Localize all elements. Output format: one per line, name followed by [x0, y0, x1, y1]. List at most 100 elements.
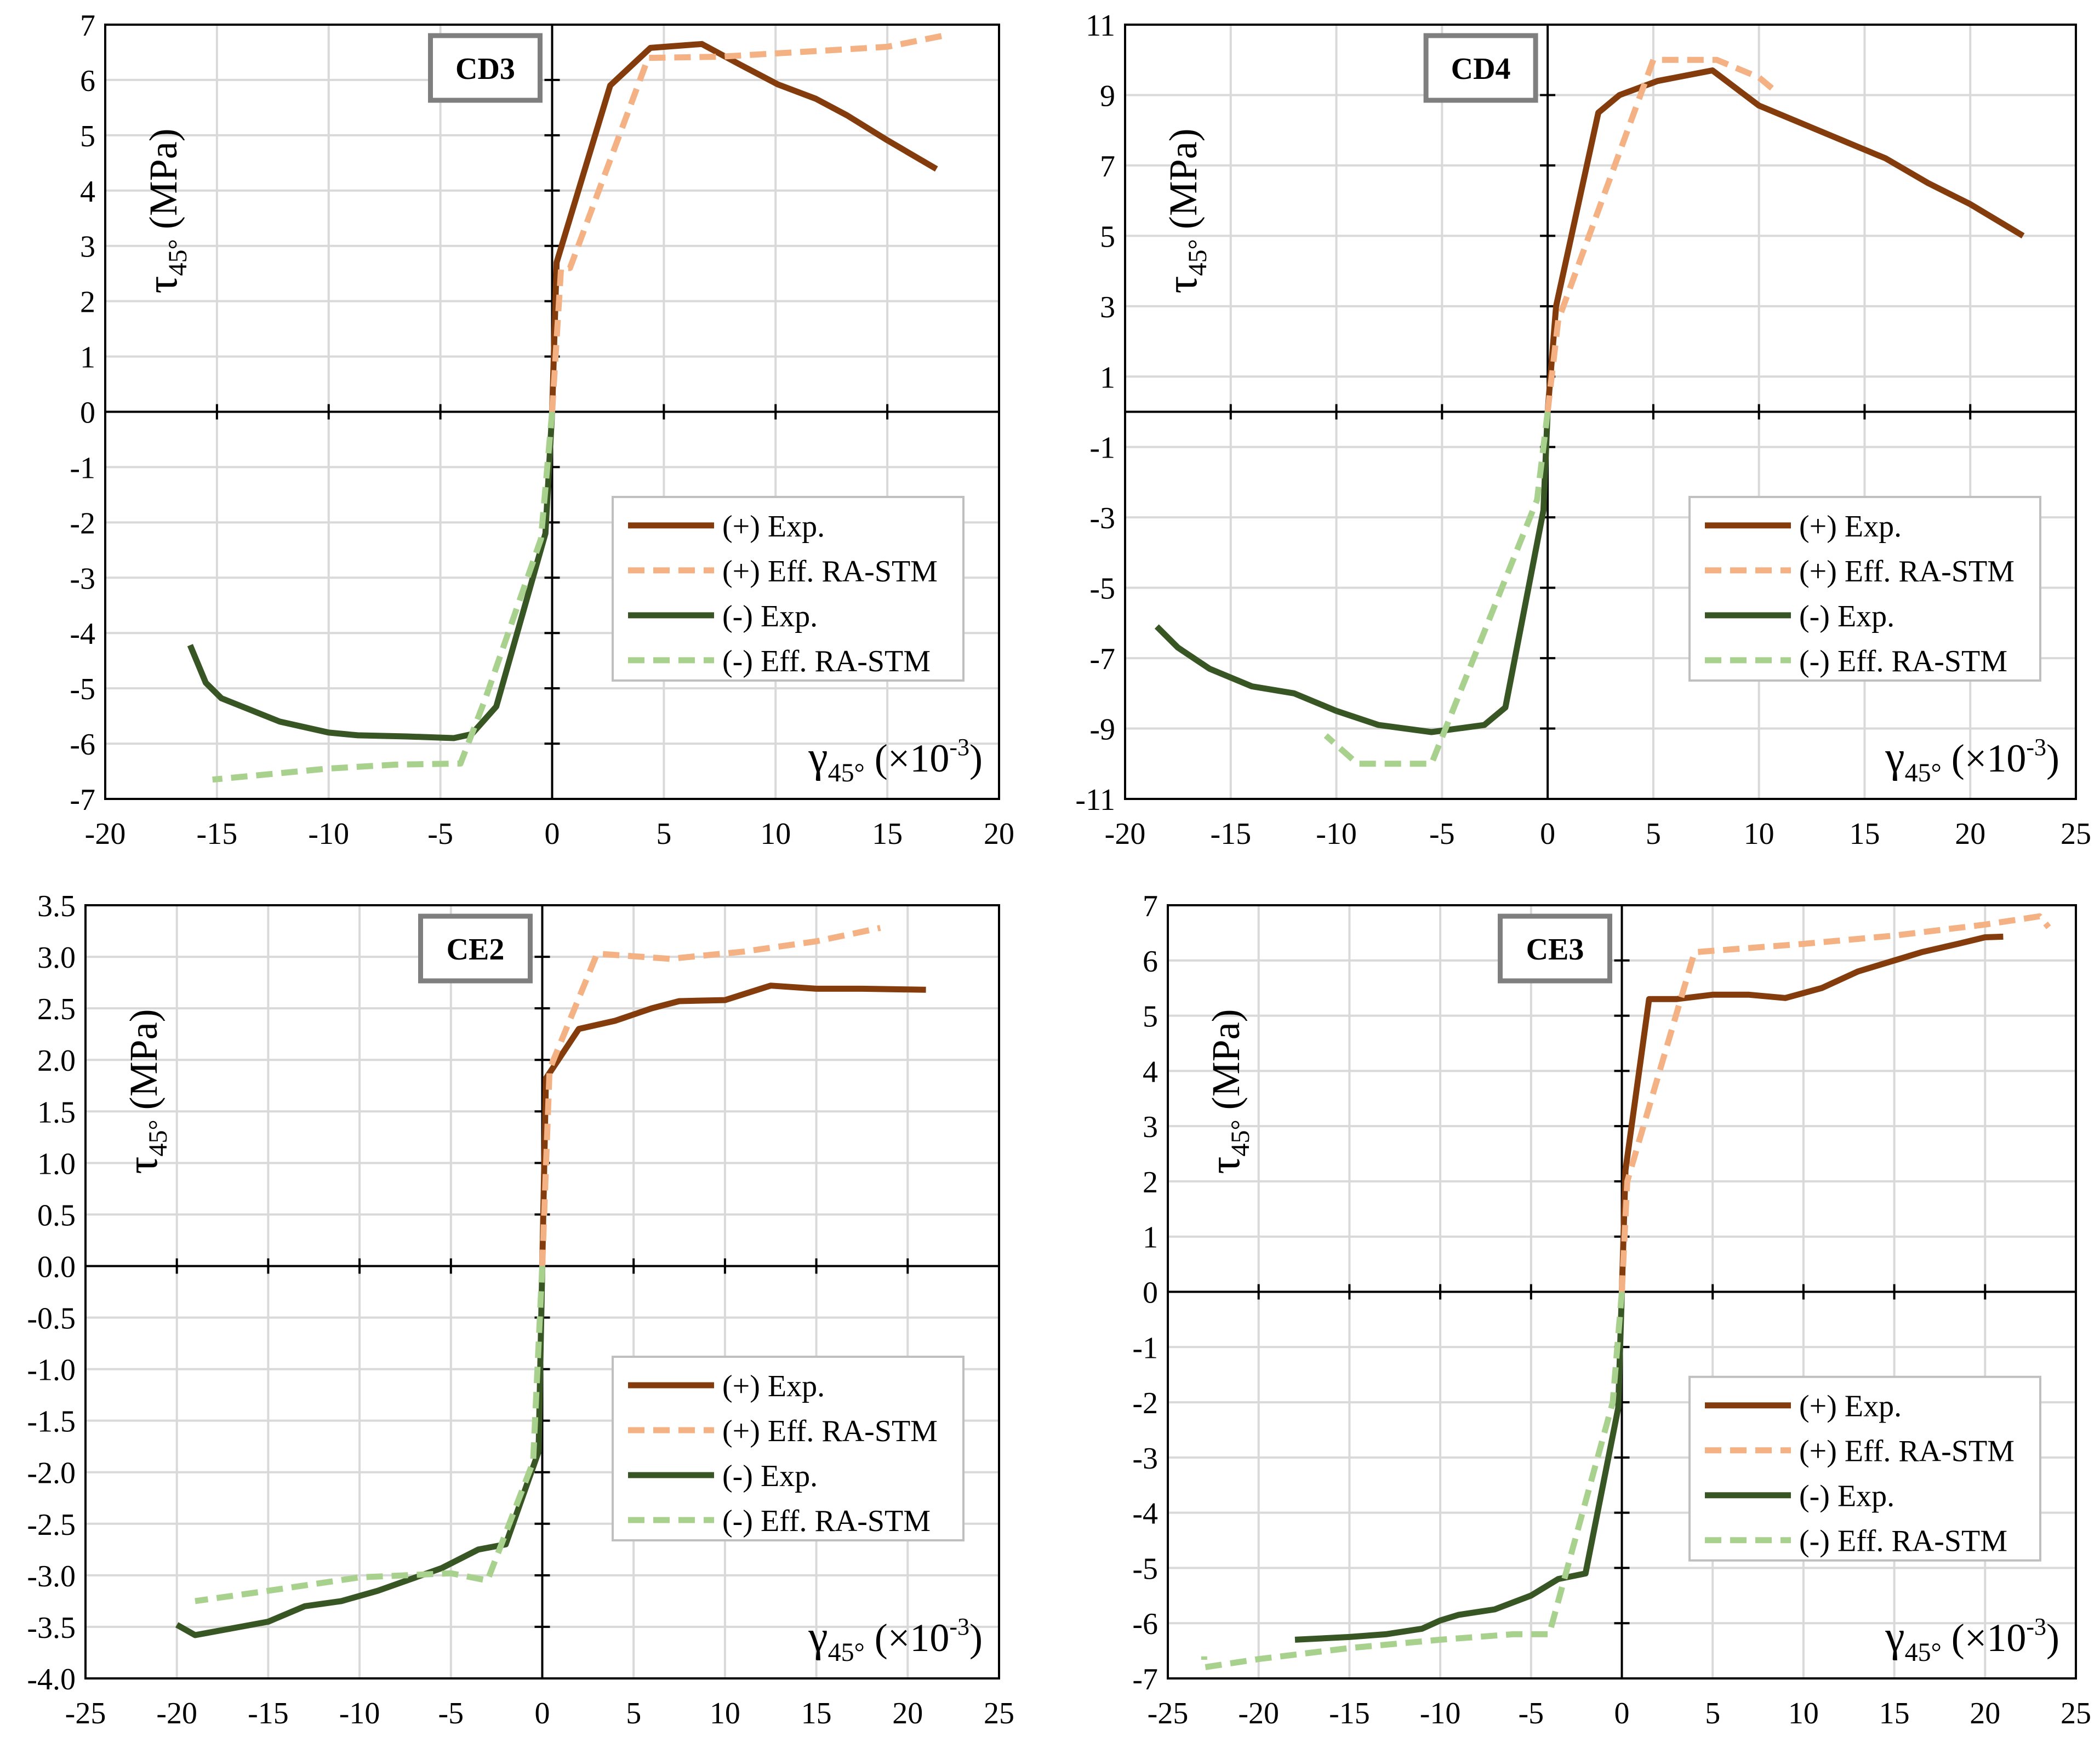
legend-label: (+) Eff. RA-STM: [722, 555, 938, 589]
y-tick-label: 1.0: [37, 1147, 76, 1181]
chart-title: CD4: [1451, 52, 1511, 86]
y-tick-label: 6: [80, 64, 95, 98]
x-tick-label: -20: [156, 1696, 197, 1730]
y-tick-label: 1: [1100, 361, 1115, 395]
y-tick-label: -4.0: [27, 1663, 76, 1696]
x-tick-label: -5: [438, 1696, 464, 1730]
y-tick-label: 4: [1143, 1055, 1158, 1089]
y-tick-label: 5: [1100, 220, 1115, 254]
legend-label: (-) Eff. RA-STM: [1799, 1524, 2007, 1558]
x-tick-label: 15: [872, 817, 903, 851]
legend-label: (+) Eff. RA-STM: [1799, 1435, 2015, 1469]
y-tick-label: -0.5: [27, 1302, 76, 1336]
series-line-neg-exp: [175, 1266, 545, 1638]
chart-panel-ce2: -25 -20 -15 -10 -5 0 5 10 15 20 25 -4.0 -3.5 -3.0 -2.5…: [27, 889, 1014, 1730]
x-tick-label: -10: [308, 817, 349, 851]
y-tick-label: -7: [70, 783, 95, 817]
specimen-name-box: [428, 33, 543, 103]
y-tick-label: 2: [80, 285, 95, 319]
x-tick-label: -10: [1420, 1696, 1461, 1730]
y-tick-label: 3: [1143, 1110, 1158, 1144]
y-tick-label: -3: [1089, 501, 1115, 535]
y-tick-label: 1: [1143, 1221, 1158, 1255]
legend: (+) Exp. (+) Eff. RA-STM (-) Exp. (-) Eff. …: [1688, 495, 2041, 682]
y-tick-label: -1: [1132, 1331, 1158, 1365]
series-line-pos-exp: [1619, 933, 2004, 1292]
y-tick-label: -2.5: [27, 1508, 76, 1542]
y-tick-label: -5: [1089, 572, 1115, 606]
y-tick-label: 2: [1143, 1166, 1158, 1199]
y-tick-label: 11: [1086, 9, 1115, 43]
y-tick-label: -6: [1132, 1607, 1158, 1641]
x-tick-label: -25: [1148, 1696, 1189, 1730]
x-axis-label: γ45° (×10-3): [808, 1613, 983, 1667]
x-tick-label: 20: [1970, 1696, 2000, 1730]
y-tick-label: -3.0: [27, 1560, 76, 1593]
x-tick-label: 10: [710, 1696, 740, 1730]
y-tick-label: -1: [1089, 431, 1115, 465]
x-tick-label: 15: [1879, 1696, 1910, 1730]
x-tick-label: -25: [65, 1696, 106, 1730]
specimen-name-box: [1423, 33, 1538, 103]
legend: (+) Exp. (+) Eff. RA-STM (-) Exp. (-) Eff. …: [1688, 1375, 2041, 1562]
y-tick-label: -1.0: [27, 1353, 76, 1387]
chart-panel-ce3: -25 -20 -15 -10 -5 0 5 10 15 20 25-7-6-5-4-3-2-101…: [1132, 889, 2091, 1730]
x-tick-label: 0: [535, 1696, 550, 1730]
x-tick-label: 5: [1646, 817, 1661, 851]
series-line-pos-exp: [539, 982, 926, 1266]
y-tick-label: 4: [80, 175, 95, 209]
x-tick-label: 10: [1788, 1696, 1819, 1730]
y-tick-label: -3.5: [27, 1611, 76, 1645]
y-tick-label: -5: [1132, 1552, 1158, 1586]
y-tick-label: 9: [1100, 79, 1115, 113]
x-axis-label: γ45° (×10-3): [1885, 733, 2059, 787]
legend-label: (+) Exp.: [1799, 510, 1902, 544]
series-line-neg-eff: [1323, 411, 1551, 767]
y-tick-label: 2.5: [37, 992, 76, 1026]
y-tick-label: 0: [1143, 1276, 1158, 1310]
y-axis-label: τ45° (MPa): [138, 128, 192, 293]
chart-title: CE2: [447, 933, 505, 967]
y-tick-label: 1.5: [37, 1095, 76, 1129]
x-tick-label: -5: [1429, 817, 1455, 851]
legend-label: (-) Eff. RA-STM: [722, 644, 931, 678]
y-tick-label: -4: [1132, 1497, 1158, 1531]
x-tick-label: 5: [656, 817, 671, 851]
series-line-neg-eff: [195, 1266, 545, 1604]
y-tick-label: 3.5: [37, 889, 76, 923]
series-line-neg-exp: [1294, 1292, 1625, 1643]
x-tick-label: 10: [760, 817, 791, 851]
y-axis-label: τ45° (MPa): [118, 1009, 173, 1174]
x-tick-label: -5: [1518, 1696, 1544, 1730]
x-axis-label: γ45° (×10-3): [808, 733, 983, 787]
legend-label: (-) Exp.: [722, 599, 818, 633]
y-tick-label: 3: [80, 230, 95, 264]
y-tick-label: 7: [1100, 150, 1115, 184]
y-tick-label: 7: [1143, 889, 1158, 923]
y-tick-label: 3.0: [37, 941, 76, 975]
y-tick-label: -1: [70, 451, 95, 485]
series-line-neg-eff: [212, 412, 555, 783]
specimen-name-box: [1498, 913, 1612, 984]
x-tick-label: 25: [2061, 817, 2091, 851]
y-tick-label: -5: [70, 672, 95, 706]
x-tick-label: 15: [1849, 817, 1880, 851]
y-tick-label: -7: [1089, 642, 1115, 676]
y-tick-label: 0.5: [37, 1198, 76, 1232]
legend-label: (-) Eff. RA-STM: [722, 1504, 931, 1538]
x-tick-label: 20: [1955, 817, 1985, 851]
x-tick-label: 10: [1744, 817, 1774, 851]
y-tick-label: 5: [80, 119, 95, 153]
x-tick-label: -20: [1238, 1696, 1279, 1730]
legend-label: (+) Eff. RA-STM: [1799, 555, 2015, 589]
y-axis-label: τ45° (MPa): [1201, 1009, 1255, 1174]
y-tick-label: -11: [1075, 783, 1115, 817]
x-tick-label: 15: [801, 1696, 832, 1730]
series-line-pos-eff: [1544, 56, 1778, 413]
legend: (+) Exp. (+) Eff. RA-STM (-) Exp. (-) Eff. …: [612, 1356, 965, 1542]
y-tick-label: 0: [80, 396, 95, 430]
y-tick-label: 6: [1143, 945, 1158, 979]
y-tick-label: -3: [70, 562, 95, 596]
y-tick-label: -2: [70, 506, 95, 540]
